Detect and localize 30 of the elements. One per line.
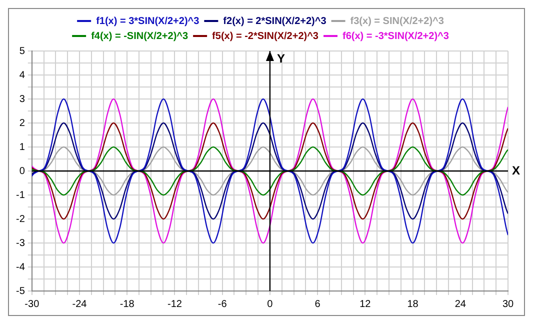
x-tick-label: 0 xyxy=(267,298,274,310)
y-tick-label: 0 xyxy=(19,166,26,177)
x-tick-label: 18 xyxy=(407,298,419,310)
y-tick-label: 4 xyxy=(19,70,26,81)
legend-label: f2(x) = 2*SIN(X/2+2)^3 xyxy=(223,16,327,27)
legend-label: f1(x) = 3*SIN(X/2+2)^3 xyxy=(96,16,200,27)
y-tick-label: 5 xyxy=(19,46,26,57)
y-tick-label: 2 xyxy=(19,118,26,129)
legend-label: f3(x) = SIN(X/2+2)^3 xyxy=(350,16,444,27)
y-tick-label: -5 xyxy=(16,286,26,297)
y-tick-label: -1 xyxy=(16,190,26,201)
y-tick-label: 3 xyxy=(19,94,26,105)
legend-label: f6(x) = -3*SIN(X/2+2)^3 xyxy=(342,30,450,42)
x-tick-label: 12 xyxy=(360,298,372,310)
y-axis-title: Y xyxy=(276,51,285,66)
legend-label: f4(x) = -SIN(X/2+2)^3 xyxy=(91,30,188,42)
legend-label: f5(x) = -2*SIN(X/2+2)^3 xyxy=(212,30,319,42)
y-tick-label: -2 xyxy=(16,214,26,225)
y-tick-label: -3 xyxy=(16,238,26,249)
x-tick-label: -30 xyxy=(24,298,40,310)
x-tick-label: 30 xyxy=(502,298,514,310)
x-tick-label: -24 xyxy=(72,298,88,310)
x-tick-label: 6 xyxy=(314,298,321,310)
y-tick-label: 1 xyxy=(19,142,26,153)
x-tick-label: 24 xyxy=(454,298,466,310)
x-tick-label: -12 xyxy=(168,298,182,310)
x-axis-title: X xyxy=(512,163,520,178)
x-tick-label: -6 xyxy=(218,298,228,310)
x-tick-label: -18 xyxy=(120,298,135,310)
y-tick-label: -4 xyxy=(16,262,26,273)
